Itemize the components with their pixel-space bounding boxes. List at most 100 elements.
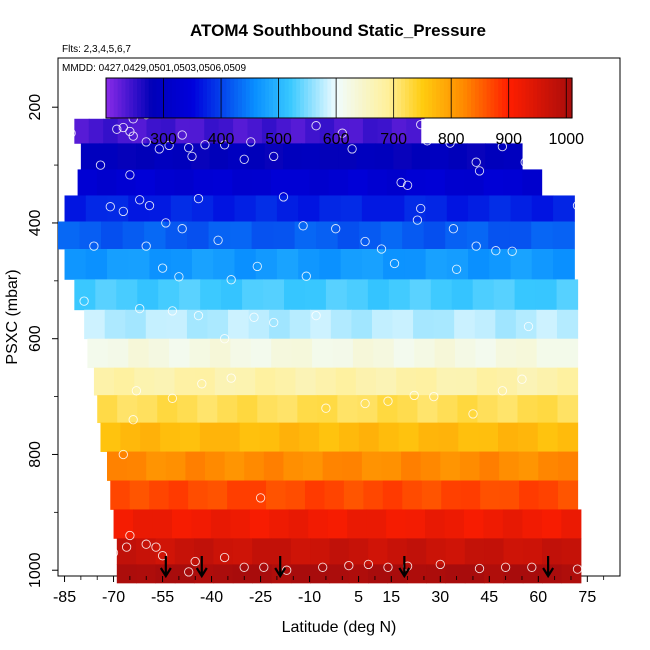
heatmap-cell <box>230 221 253 250</box>
data-point <box>376 244 387 254</box>
data-point <box>269 317 279 328</box>
heatmap-cell <box>288 509 309 539</box>
colorbar-segment <box>505 78 511 118</box>
data-point <box>298 221 308 231</box>
heatmap-cell <box>191 248 214 280</box>
data-point <box>135 303 145 314</box>
data-point <box>282 565 292 575</box>
heatmap-cell <box>174 367 196 396</box>
data-point <box>435 559 445 570</box>
colorbar-segment <box>222 78 227 118</box>
colorbar-segment <box>206 78 212 118</box>
heatmap-cell <box>340 195 363 222</box>
data-point <box>219 334 230 344</box>
heatmap-cell <box>152 509 173 539</box>
data-point <box>105 202 115 212</box>
heatmap-cell <box>149 195 172 222</box>
heatmap-cell <box>495 309 517 340</box>
heatmap-cell <box>476 367 498 396</box>
colorbar-segment <box>183 78 189 118</box>
heatmap-cell <box>416 367 438 396</box>
colorbar-segment <box>199 78 204 118</box>
data-point <box>154 144 164 154</box>
heatmap-cell <box>158 279 180 311</box>
x-tick-label: -70 <box>102 589 125 606</box>
heatmap-cell <box>561 538 582 565</box>
colorbar-segment <box>113 78 119 118</box>
data-point <box>131 386 142 396</box>
colorbar-segment <box>191 78 196 118</box>
colorbar-segment <box>568 78 573 118</box>
heatmap-cell <box>425 169 446 196</box>
heatmap-cell <box>284 279 306 311</box>
heatmap-cell <box>457 395 479 424</box>
heatmap-cell <box>425 195 448 222</box>
heatmap-cell <box>499 480 520 510</box>
heatmap-cell <box>337 221 360 250</box>
heatmap-cell <box>337 395 358 424</box>
heatmap-cell <box>172 143 192 170</box>
colorbar-segment <box>156 78 161 118</box>
heatmap-cell <box>329 538 350 565</box>
heatmap-cell <box>468 248 490 280</box>
colorbar-segment <box>416 78 422 118</box>
heatmap-cell <box>557 395 579 424</box>
heatmap-cell <box>304 480 326 510</box>
heatmap-cell <box>185 451 206 481</box>
heatmap-cell <box>157 395 178 424</box>
heatmap-cell <box>197 395 218 424</box>
data-point <box>128 415 138 425</box>
colorbar-tick-label: 600 <box>323 131 350 148</box>
heatmap-cell <box>338 143 358 170</box>
data-point <box>497 386 508 396</box>
data-point <box>167 393 178 403</box>
heatmap-cell <box>329 564 350 584</box>
heatmap-cell <box>298 195 320 222</box>
heatmap-cell <box>174 169 195 196</box>
heatmap-cell <box>171 509 193 539</box>
heatmap-cell <box>498 422 519 452</box>
data-point <box>66 128 76 138</box>
heatmap-cell <box>475 338 497 369</box>
colorbar-segment <box>257 78 262 118</box>
colorbar-segment <box>385 78 391 118</box>
colorbar-segment <box>424 78 429 118</box>
colorbar-segment <box>121 78 127 118</box>
heatmap-cell <box>209 338 231 369</box>
heatmap-cell <box>154 169 175 196</box>
heatmap-cell <box>517 395 539 424</box>
data-point <box>471 241 481 251</box>
heatmap-cell <box>459 451 481 481</box>
heatmap-cell <box>398 422 420 452</box>
heatmap-cell <box>393 143 413 170</box>
colorbar-segment <box>370 78 375 118</box>
colorbar-segment <box>276 78 282 118</box>
heatmap-cell <box>510 195 533 222</box>
colorbar-segment <box>241 78 247 118</box>
heatmap-cell <box>536 309 558 340</box>
data-point <box>363 559 374 570</box>
heatmap-cell <box>388 279 411 311</box>
colorbar-segment <box>540 78 546 118</box>
heatmap-cell <box>417 395 439 424</box>
colorbar-segment <box>214 78 220 118</box>
heatmap-cell <box>291 338 313 369</box>
heatmap-cell <box>376 367 397 396</box>
data-point <box>301 271 311 281</box>
heatmap-cell <box>244 451 265 481</box>
heatmap-cell <box>193 169 214 196</box>
heatmap-cell <box>290 169 311 196</box>
heatmap-cell <box>423 221 446 250</box>
heatmap-cell <box>221 279 243 311</box>
heatmap-cell <box>361 248 384 280</box>
heatmap-cell <box>85 195 108 222</box>
data-point <box>523 321 534 332</box>
heatmap-cell <box>464 564 485 584</box>
heatmap-cell <box>116 564 137 584</box>
heatmap-cell <box>276 248 299 280</box>
arrow-head <box>159 567 172 579</box>
heatmap-cell <box>170 248 193 280</box>
heatmap-cell <box>85 248 108 280</box>
data-point <box>141 241 151 251</box>
heatmap-cell <box>136 564 157 584</box>
